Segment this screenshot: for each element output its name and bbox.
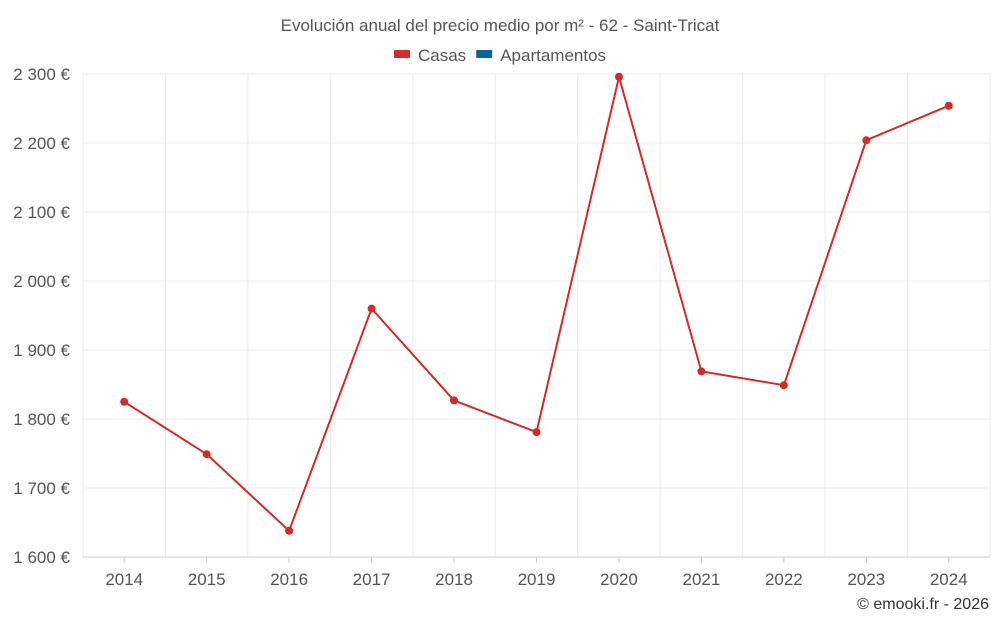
data-point[interactable]	[367, 304, 376, 313]
data-point[interactable]	[862, 136, 871, 145]
x-tick-label: 2014	[105, 570, 143, 589]
x-tick-label: 2016	[270, 570, 308, 589]
x-tick-label: 2021	[682, 570, 720, 589]
legend-label: Casas	[418, 46, 466, 65]
y-tick-label: 1 800 €	[13, 410, 70, 429]
data-point[interactable]	[285, 526, 294, 535]
x-tick-label: 2022	[765, 570, 803, 589]
x-tick-label: 2018	[435, 570, 473, 589]
data-point[interactable]	[697, 367, 706, 376]
x-tick-label: 2019	[518, 570, 556, 589]
grid	[82, 73, 991, 557]
x-tick-label: 2020	[600, 570, 638, 589]
series-layer	[120, 72, 953, 535]
y-tick-label: 2 100 €	[13, 203, 70, 222]
y-tick-label: 2 200 €	[13, 134, 70, 153]
x-tick-label: 2017	[353, 570, 391, 589]
x-tick-label: 2024	[930, 570, 968, 589]
legend-label: Apartamentos	[500, 46, 606, 65]
y-tick-label: 1 600 €	[13, 548, 70, 567]
axes: 1 600 € 1 700 € 1 800 € 1 900 € 2 000 € 2 100…	[13, 65, 990, 589]
x-tick-label: 2015	[188, 570, 226, 589]
y-tick-label: 2 000 €	[13, 272, 70, 291]
data-point[interactable]	[944, 101, 953, 110]
legend-item-apartamentos[interactable]: Apartamentos	[476, 46, 606, 65]
data-point[interactable]	[614, 72, 623, 81]
x-tick-label: 2023	[847, 570, 885, 589]
legend-swatch	[476, 50, 493, 58]
y-tick-label: 1 700 €	[13, 479, 70, 498]
legend-item-casas[interactable]: Casas	[394, 46, 466, 65]
data-point[interactable]	[532, 428, 541, 437]
legend: Casas Apartamentos	[394, 46, 606, 65]
data-point[interactable]	[450, 396, 459, 405]
data-point[interactable]	[202, 450, 211, 459]
y-tick-label: 1 900 €	[13, 341, 70, 360]
data-point[interactable]	[120, 397, 129, 406]
legend-swatch	[394, 50, 410, 58]
y-tick-label: 2 300 €	[13, 65, 70, 84]
data-point[interactable]	[779, 381, 788, 390]
chart-title: Evolución anual del precio medio por m² …	[281, 16, 720, 35]
credit-text: © emooki.fr - 2026	[857, 596, 989, 613]
